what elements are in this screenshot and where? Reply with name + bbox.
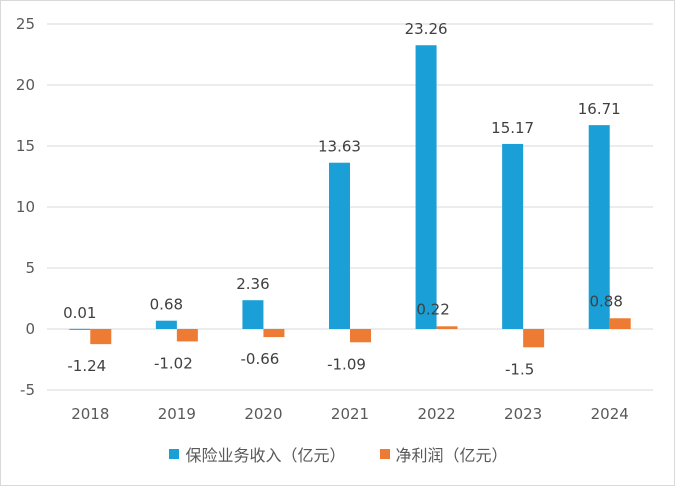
net-profit-data-label: 0.88 — [590, 292, 623, 310]
revenue-bar — [329, 162, 350, 329]
legend-item-revenue: 保险业务收入（亿元） — [169, 442, 346, 466]
revenue-data-label: 0.01 — [63, 304, 96, 322]
y-tick-label: 15 — [16, 137, 35, 155]
net-profit-data-label: -1.02 — [154, 354, 193, 372]
y-tick-label: -5 — [20, 381, 35, 399]
legend-swatch-revenue — [169, 449, 180, 459]
legend-label-revenue: 保险业务收入（亿元） — [185, 446, 346, 465]
net-profit-data-label: -1.09 — [327, 355, 366, 373]
revenue-bar — [69, 328, 91, 330]
net-profit-bar — [263, 329, 285, 338]
revenue-bar — [502, 143, 524, 329]
revenue-data-label: 16.71 — [578, 100, 621, 118]
y-tick-label: 5 — [25, 259, 35, 277]
legend: 保险业务收入（亿元） 净利润（亿元） — [1, 442, 675, 466]
revenue-data-label: 15.17 — [491, 119, 534, 137]
revenue-data-label: 13.63 — [318, 138, 361, 156]
revenue-bar — [155, 320, 177, 329]
net-profit-data-label: -1.5 — [505, 360, 534, 378]
revenue-data-label: 2.36 — [236, 275, 269, 293]
revenue-data-label: 0.68 — [150, 296, 183, 314]
net-profit-bar — [176, 329, 198, 342]
net-profit-bar — [90, 329, 112, 345]
legend-item-net-profit: 净利润（亿元） — [379, 442, 508, 466]
x-tick-label: 2023 — [504, 405, 542, 423]
net-profit-bar — [436, 326, 458, 329]
revenue-bar — [242, 300, 264, 329]
y-tick-label: 25 — [16, 15, 35, 33]
revenue-data-label: 23.26 — [405, 20, 448, 38]
y-tick-label: 0 — [25, 320, 35, 338]
revenue-bar — [415, 45, 437, 330]
legend-label-net-profit: 净利润（亿元） — [395, 446, 508, 465]
legend-swatch-net-profit — [379, 449, 390, 459]
net-profit-bar — [523, 329, 545, 348]
y-tick-label: 20 — [16, 76, 35, 94]
revenue-bar — [588, 125, 610, 329]
x-tick-label: 2024 — [591, 405, 629, 423]
x-tick-label: 2019 — [158, 405, 196, 423]
x-tick-label: 2020 — [244, 405, 282, 423]
net-profit-bar — [350, 329, 371, 343]
y-tick-label: 10 — [16, 198, 35, 216]
net-profit-data-label: 0.22 — [416, 300, 449, 318]
x-tick-label: 2022 — [417, 405, 455, 423]
net-profit-bar — [609, 318, 631, 329]
x-tick-label: 2018 — [71, 405, 109, 423]
net-profit-data-label: -0.66 — [241, 350, 280, 368]
x-tick-label: 2021 — [331, 405, 369, 423]
net-profit-data-label: -1.24 — [67, 357, 106, 375]
